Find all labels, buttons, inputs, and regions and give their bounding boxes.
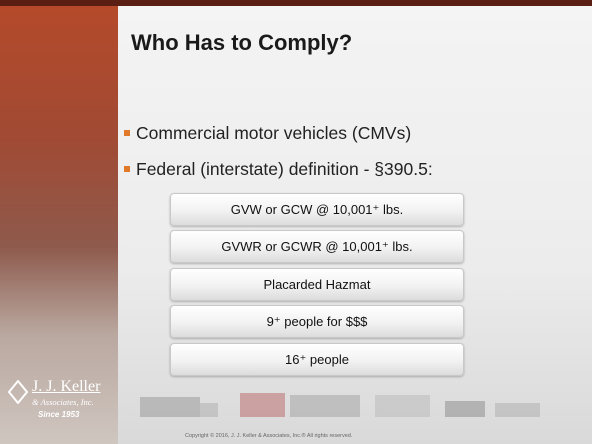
- logo-icon: [8, 380, 28, 404]
- logo-name: J. J. Keller: [32, 378, 100, 396]
- criteria-box: Placarded Hazmat: [170, 268, 464, 301]
- logo-subtitle: & Associates, Inc.: [32, 397, 94, 407]
- criteria-box: GVWR or GCWR @ 10,001⁺ lbs.: [170, 230, 464, 263]
- bullet: Commercial motor vehicles (CMVs): [136, 123, 411, 144]
- criteria-box: GVW or GCW @ 10,001⁺ lbs.: [170, 193, 464, 226]
- logo-since: Since 1953: [38, 410, 79, 419]
- truck-images: [130, 385, 550, 425]
- copyright: Copyright © 2016, J. J. Keller & Associa…: [185, 433, 352, 439]
- slide-title: Who Has to Comply?: [131, 30, 352, 56]
- criteria-box: 9⁺ people for $$$: [170, 305, 464, 338]
- criteria-box: 16⁺ people: [170, 343, 464, 376]
- logo: J. J. Keller & Associates, Inc. Since 19…: [6, 378, 116, 428]
- bullet: Federal (interstate) definition - §390.5…: [136, 159, 433, 180]
- slide: Who Has to Comply? Commercial motor vehi…: [0, 0, 592, 444]
